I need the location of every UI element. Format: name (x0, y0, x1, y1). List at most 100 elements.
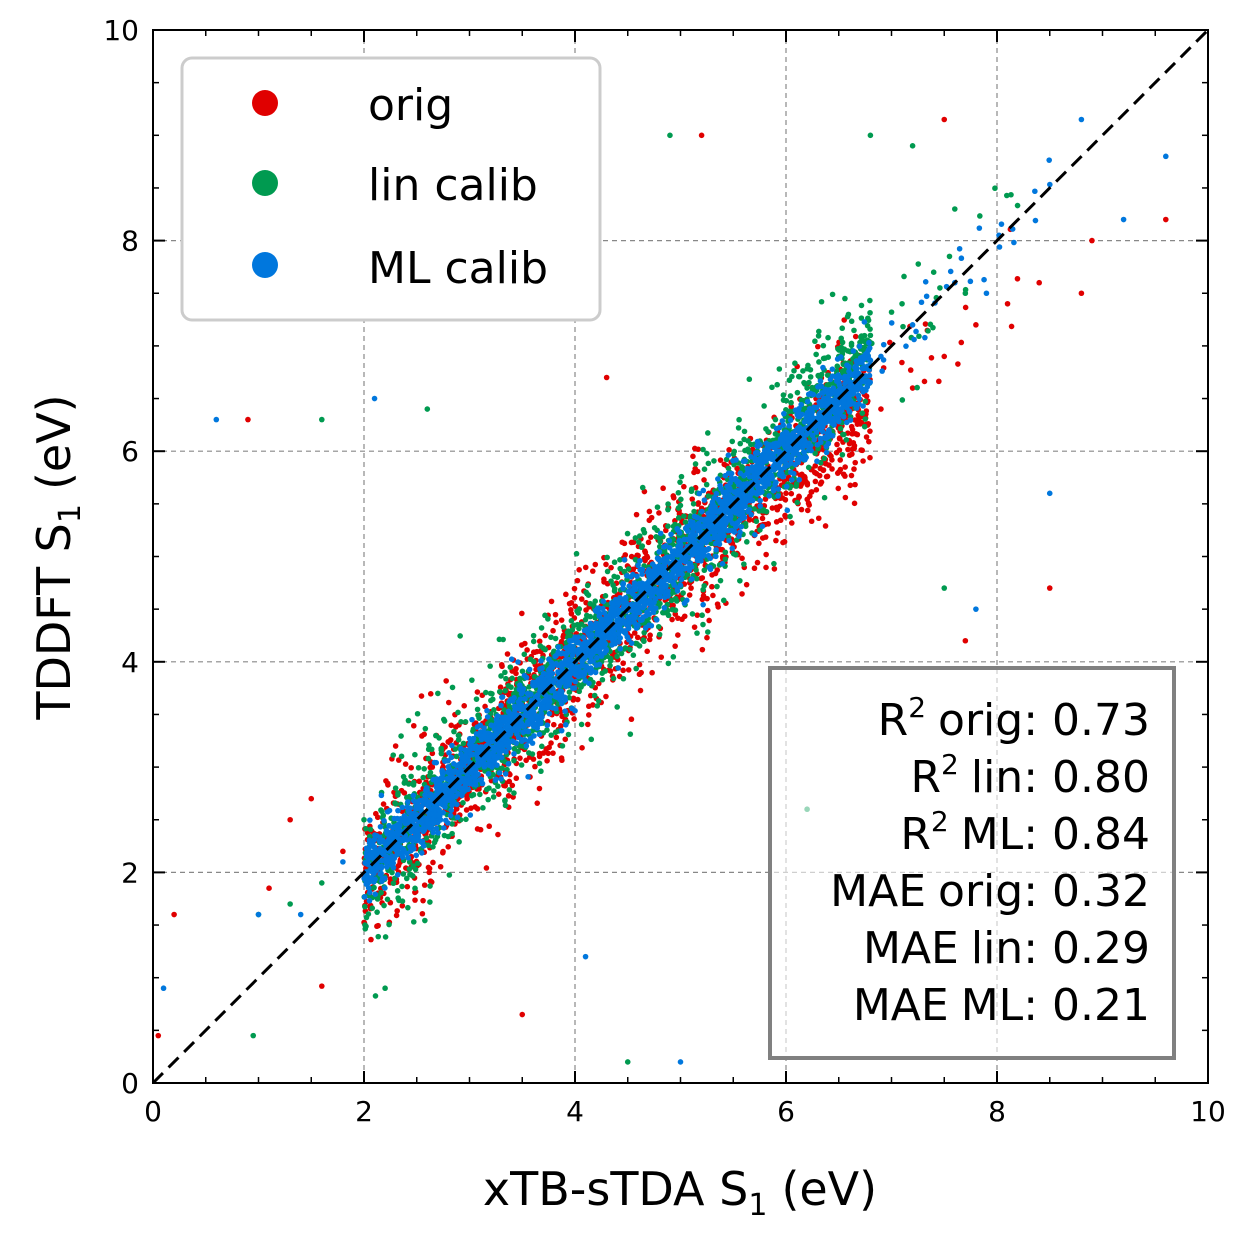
scatter-point (675, 489, 682, 496)
scatter-point (739, 591, 745, 597)
scatter-point (860, 333, 867, 339)
scatter-point (751, 506, 757, 512)
scatter-point (422, 725, 429, 732)
scatter-point (505, 760, 512, 767)
scatter-point (634, 641, 640, 647)
scatter-point (899, 300, 905, 307)
scatter-point (513, 665, 519, 672)
scatter-point (826, 462, 832, 468)
scatter-point (171, 911, 177, 918)
scatter-point (551, 721, 557, 728)
scatter-point (695, 501, 701, 507)
scatter-point (308, 795, 315, 802)
scatter-point (958, 255, 965, 262)
scatter-point (794, 389, 801, 396)
scatter-point (701, 497, 708, 503)
scatter-point (477, 791, 483, 798)
scatter-point (431, 839, 438, 846)
scatter-point (504, 766, 510, 773)
scatter-point (565, 731, 572, 738)
scatter-point (888, 309, 895, 315)
scatter-point (369, 905, 376, 911)
scatter-point (552, 705, 559, 712)
scatter-point (563, 591, 569, 598)
scatter-point (373, 810, 379, 817)
scatter-point (763, 426, 769, 432)
scatter-point (958, 339, 965, 346)
scatter-point (714, 601, 721, 607)
scatter-point (536, 638, 543, 645)
scatter-point (566, 600, 573, 607)
scatter-point (574, 577, 581, 584)
scatter-point (396, 897, 402, 904)
scatter-point (374, 923, 380, 930)
scatter-point (454, 814, 461, 821)
scatter-point (744, 539, 750, 545)
scatter-point (839, 339, 846, 346)
scatter-point (390, 752, 397, 758)
scatter-point (574, 696, 581, 703)
scatter-point (635, 552, 641, 559)
scatter-point (582, 616, 589, 623)
scatter-point (287, 816, 293, 823)
scatter-point (837, 457, 844, 463)
scatter-point (1047, 181, 1053, 188)
scatter-point (843, 437, 850, 443)
scatter-point (416, 778, 422, 785)
scatter-point (829, 466, 835, 472)
scatter-point (622, 620, 628, 627)
scatter-point (633, 665, 639, 672)
scatter-point (913, 328, 919, 335)
scatter-point (759, 523, 766, 530)
scatter-point (408, 764, 414, 771)
scatter-point (421, 882, 428, 888)
scatter-point (842, 494, 849, 501)
scatter-point (813, 470, 820, 477)
scatter-point (754, 443, 760, 449)
scatter-point (445, 763, 452, 770)
scatter-point (867, 297, 873, 304)
scatter-point (489, 696, 496, 703)
scatter-point (678, 496, 684, 503)
scatter-point (410, 863, 417, 869)
scatter-point (866, 372, 873, 379)
scatter-point (823, 449, 830, 456)
scatter-point (867, 332, 874, 339)
scatter-point (921, 378, 928, 385)
scatter-point (865, 315, 871, 322)
scatter-point (878, 406, 884, 412)
scatter-point (780, 392, 787, 398)
scatter-point (573, 550, 580, 557)
scatter-point (545, 750, 551, 757)
scatter-point (457, 633, 463, 639)
scatter-point (550, 750, 556, 756)
scatter-point (1032, 217, 1039, 224)
scatter-point (656, 631, 663, 638)
scatter-point (848, 472, 855, 479)
scatter-point (486, 823, 493, 830)
scatter-point (848, 342, 855, 349)
scatter-point (530, 638, 537, 645)
scatter-point (584, 582, 591, 589)
scatter-point (422, 917, 428, 924)
scatter-point (574, 621, 581, 628)
scatter-point (937, 285, 943, 291)
scatter-point (453, 753, 460, 760)
scatter-point (821, 455, 828, 462)
scatter-point (525, 774, 531, 780)
scatter-point (502, 688, 509, 694)
scatter-point (461, 703, 468, 709)
scatter-point (788, 469, 794, 476)
scatter-point (566, 689, 573, 696)
scatter-point (746, 507, 753, 513)
scatter-point (575, 646, 582, 653)
scatter-point (663, 527, 669, 534)
scatter-point (552, 635, 559, 642)
scatter-point (745, 438, 751, 444)
scatter-point (930, 324, 936, 331)
scatter-point (379, 808, 385, 815)
scatter-point (517, 682, 523, 689)
scatter-point (490, 794, 497, 800)
scatter-point (531, 733, 537, 739)
scatter-point (502, 771, 509, 777)
